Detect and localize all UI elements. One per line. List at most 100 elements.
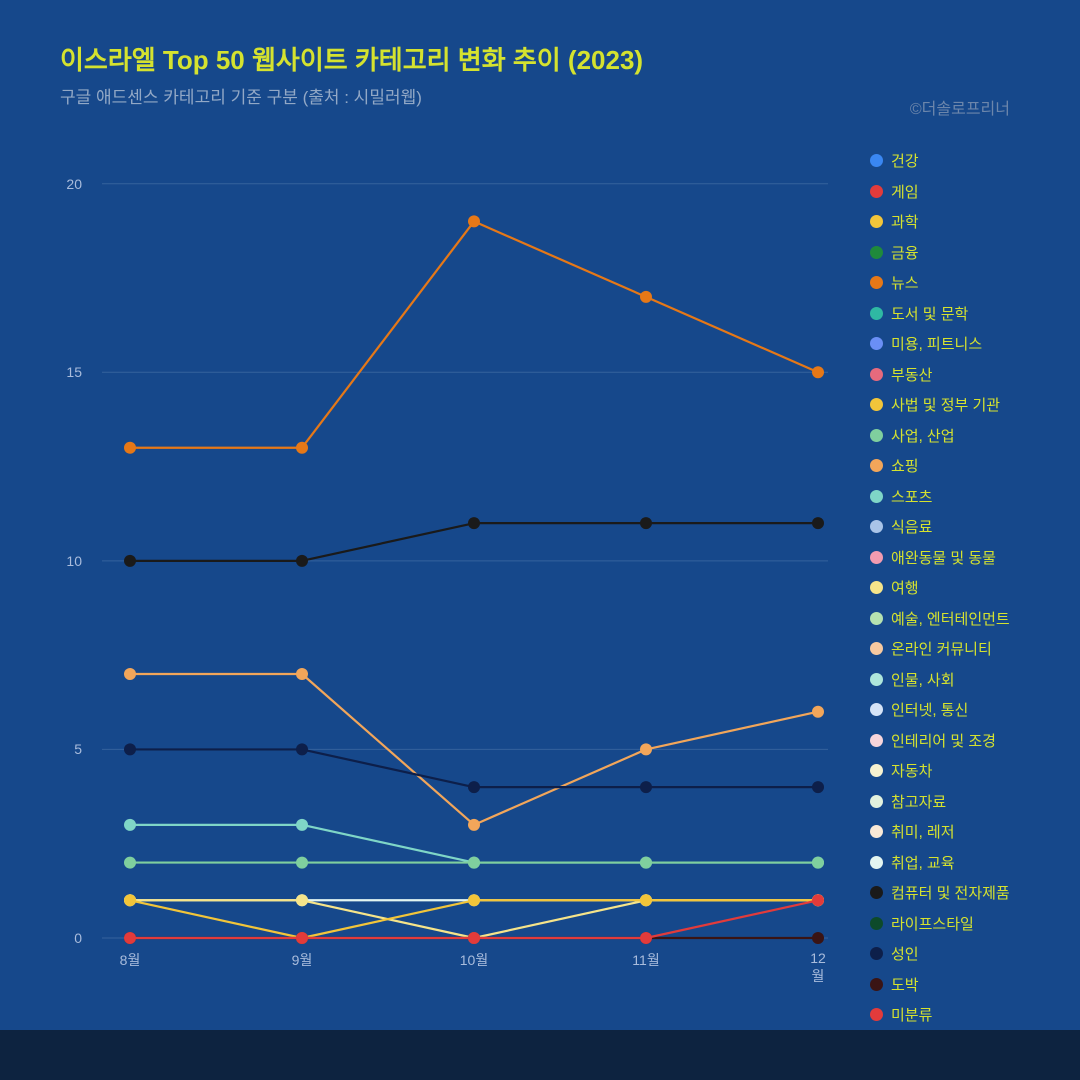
legend-item[interactable]: 사업, 산업: [870, 425, 1050, 446]
plot-area: 051015208월9월10월11월12월: [90, 138, 840, 968]
legend-dot: [870, 429, 883, 442]
legend-dot: [870, 581, 883, 594]
legend-label: 쇼핑: [891, 455, 919, 476]
x-tick-label: 9월: [292, 950, 313, 970]
legend-item[interactable]: 라이프스타일: [870, 913, 1050, 934]
x-tick-label: 10월: [460, 950, 488, 970]
legend-label: 여행: [891, 577, 919, 598]
legend-label: 인물, 사회: [891, 669, 955, 690]
legend-dot: [870, 215, 883, 228]
legend-item[interactable]: 뉴스: [870, 272, 1050, 293]
legend-label: 취업, 교육: [891, 852, 955, 873]
legend-dot: [870, 1008, 883, 1021]
legend-label: 자동차: [891, 760, 932, 781]
legend-item[interactable]: 성인: [870, 943, 1050, 964]
legend-dot: [870, 154, 883, 167]
legend-label: 인터넷, 통신: [891, 699, 968, 720]
legend-dot: [870, 734, 883, 747]
legend-dot: [870, 307, 883, 320]
legend-dot: [870, 185, 883, 198]
legend-item[interactable]: 애완동물 및 동물: [870, 547, 1050, 568]
legend-label: 게임: [891, 181, 919, 202]
legend: 건강게임과학금융뉴스도서 및 문학미용, 피트니스부동산사법 및 정부 기관사업…: [870, 150, 1050, 1035]
legend-dot: [870, 825, 883, 838]
credit-text: ©더솔로프리너: [910, 95, 1010, 119]
legend-item[interactable]: 취미, 레저: [870, 821, 1050, 842]
legend-item[interactable]: 금융: [870, 242, 1050, 263]
legend-item[interactable]: 건강: [870, 150, 1050, 171]
legend-item[interactable]: 미분류: [870, 1004, 1050, 1025]
legend-item[interactable]: 쇼핑: [870, 455, 1050, 476]
chart-title: 이스라엘 Top 50 웹사이트 카테고리 변화 추이 (2023): [60, 40, 1020, 77]
legend-item[interactable]: 취업, 교육: [870, 852, 1050, 873]
legend-item[interactable]: 인터넷, 통신: [870, 699, 1050, 720]
legend-label: 인테리어 및 조경: [891, 730, 996, 751]
y-tick-label: 5: [52, 741, 82, 757]
legend-label: 컴퓨터 및 전자제품: [891, 882, 1010, 903]
legend-item[interactable]: 자동차: [870, 760, 1050, 781]
legend-label: 스포츠: [891, 486, 932, 507]
legend-item[interactable]: 여행: [870, 577, 1050, 598]
legend-label: 사업, 산업: [891, 425, 955, 446]
legend-dot: [870, 795, 883, 808]
legend-label: 애완동물 및 동물: [891, 547, 996, 568]
legend-dot: [870, 459, 883, 472]
legend-label: 온라인 커뮤니티: [891, 638, 992, 659]
legend-item[interactable]: 부동산: [870, 364, 1050, 385]
y-tick-label: 0: [52, 930, 82, 946]
y-tick-label: 15: [52, 364, 82, 380]
legend-dot: [870, 276, 883, 289]
legend-label: 건강: [891, 150, 919, 171]
legend-dot: [870, 978, 883, 991]
legend-label: 식음료: [891, 516, 932, 537]
legend-dot: [870, 368, 883, 381]
legend-label: 과학: [891, 211, 919, 232]
legend-dot: [870, 490, 883, 503]
x-tick-label: 12월: [807, 950, 829, 986]
legend-label: 성인: [891, 943, 919, 964]
legend-label: 라이프스타일: [891, 913, 974, 934]
footer-band: [0, 1030, 1080, 1080]
chart-subtitle: 구글 애드센스 카테고리 기준 구분 (출처 : 시밀러웹): [60, 83, 1020, 108]
legend-item[interactable]: 인물, 사회: [870, 669, 1050, 690]
legend-item[interactable]: 참고자료: [870, 791, 1050, 812]
legend-item[interactable]: 도서 및 문학: [870, 303, 1050, 324]
legend-dot: [870, 246, 883, 259]
legend-dot: [870, 612, 883, 625]
legend-item[interactable]: 컴퓨터 및 전자제품: [870, 882, 1050, 903]
legend-dot: [870, 764, 883, 777]
legend-dot: [870, 520, 883, 533]
legend-dot: [870, 886, 883, 899]
x-tick-label: 8월: [120, 950, 141, 970]
legend-dot: [870, 673, 883, 686]
y-tick-label: 10: [52, 553, 82, 569]
legend-item[interactable]: 온라인 커뮤니티: [870, 638, 1050, 659]
y-tick-label: 20: [52, 176, 82, 192]
legend-label: 도박: [891, 974, 919, 995]
legend-label: 참고자료: [891, 791, 946, 812]
chart-svg: [90, 138, 840, 968]
legend-label: 부동산: [891, 364, 932, 385]
legend-label: 취미, 레저: [891, 821, 955, 842]
legend-label: 뉴스: [891, 272, 919, 293]
legend-label: 예술, 엔터테인먼트: [891, 608, 1010, 629]
legend-item[interactable]: 인테리어 및 조경: [870, 730, 1050, 751]
legend-dot: [870, 703, 883, 716]
legend-dot: [870, 917, 883, 930]
legend-item[interactable]: 게임: [870, 181, 1050, 202]
legend-item[interactable]: 사법 및 정부 기관: [870, 394, 1050, 415]
legend-item[interactable]: 스포츠: [870, 486, 1050, 507]
legend-dot: [870, 551, 883, 564]
chart-container: 이스라엘 Top 50 웹사이트 카테고리 변화 추이 (2023) 구글 애드…: [60, 40, 1020, 108]
legend-dot: [870, 337, 883, 350]
legend-label: 도서 및 문학: [891, 303, 968, 324]
legend-item[interactable]: 예술, 엔터테인먼트: [870, 608, 1050, 629]
legend-label: 미분류: [891, 1004, 932, 1025]
legend-dot: [870, 642, 883, 655]
legend-item[interactable]: 과학: [870, 211, 1050, 232]
legend-item[interactable]: 도박: [870, 974, 1050, 995]
legend-item[interactable]: 식음료: [870, 516, 1050, 537]
legend-dot: [870, 398, 883, 411]
legend-label: 금융: [891, 242, 919, 263]
legend-item[interactable]: 미용, 피트니스: [870, 333, 1050, 354]
